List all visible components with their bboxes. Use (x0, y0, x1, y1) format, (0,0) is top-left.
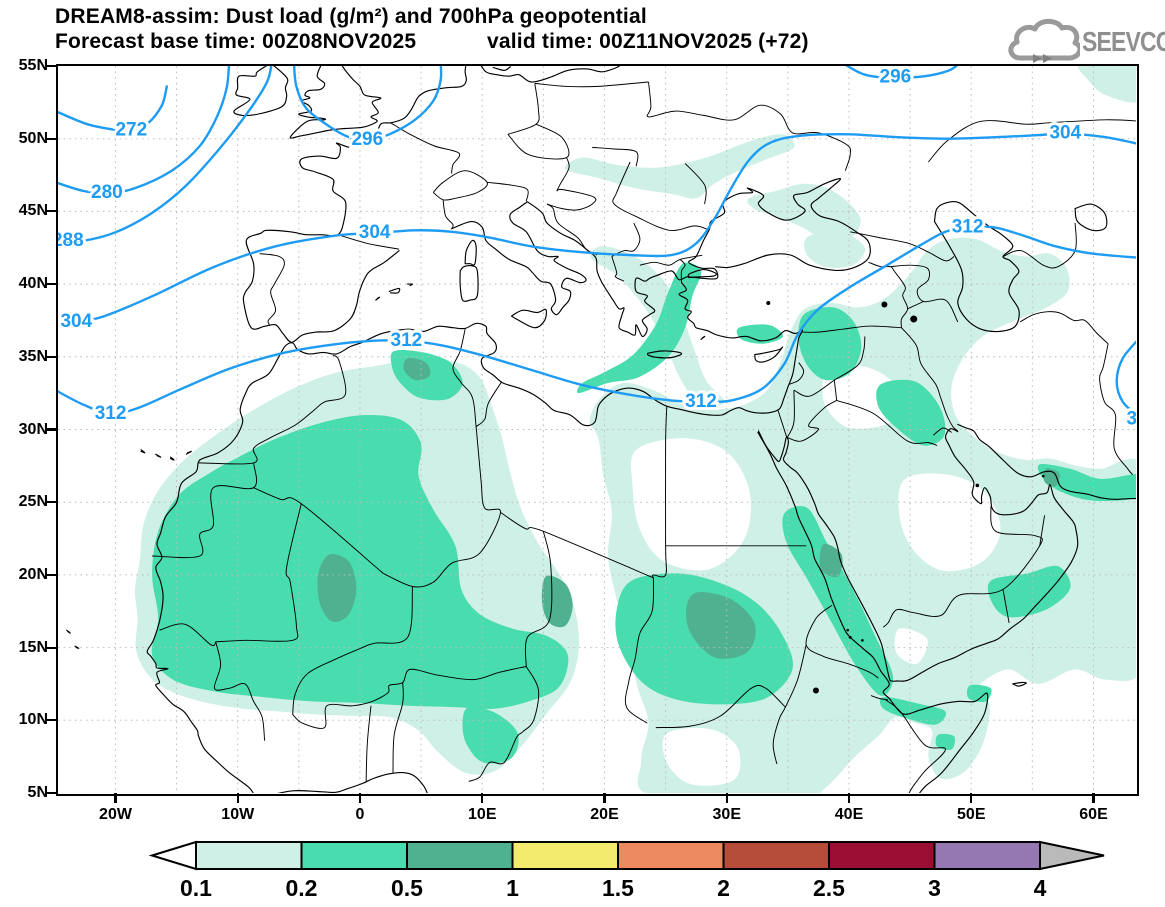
colorbar-tick-label-3: 3 (928, 875, 941, 901)
contour-label-312: 312 (685, 390, 717, 411)
lat-tick-label-55N: 55N (18, 57, 48, 74)
colorbar-cell-1.5 (617, 841, 725, 870)
contour-label-304: 304 (358, 222, 390, 243)
colorbar-tick-label-0.2: 0.2 (286, 875, 318, 901)
lon-tick-mark (725, 793, 728, 803)
lat-tick-mark (46, 428, 56, 431)
lon-tick-label-0: 0 (355, 806, 365, 823)
lat-tick-label-40N: 40N (18, 275, 48, 293)
colorbar-tick-label-0.1: 0.1 (180, 875, 212, 901)
lat-tick-mark (46, 137, 56, 140)
contour-label-312: 312 (1126, 408, 1135, 429)
forecast-base-time: Forecast base time: 00Z08NOV2025 (55, 30, 417, 53)
colorbar-cell-1 (511, 841, 619, 870)
lat-tick-label-25N: 25N (18, 493, 48, 511)
seevccc-logo: SEEVCCC (1006, 18, 1165, 66)
lat-tick-label-45N: 45N (18, 202, 48, 220)
lon-tick-mark (358, 793, 362, 803)
coastlines-layer (65, 65, 1136, 793)
lat-tick-mark (46, 791, 56, 795)
lat-tick-mark (46, 64, 56, 68)
contour-label-304: 304 (1049, 122, 1081, 143)
colorbar-tick-label-2: 2 (717, 875, 730, 901)
colorbar-tick-label-1.5: 1.5 (602, 875, 634, 901)
colorbar-cell-2.5 (828, 841, 936, 870)
contour-label-280: 280 (91, 182, 123, 203)
contour-label-296: 296 (351, 129, 383, 150)
dust-load-colorbar: 0.1 0.2 0.5 1 1.5 2 2.5 3 4 (148, 840, 1105, 901)
colorbar-tick-label-1: 1 (506, 875, 519, 901)
colorbar-tick-label-2.5: 2.5 (813, 875, 845, 901)
lon-tick-label-20E: 20E (590, 806, 619, 823)
contour-label-304: 304 (60, 310, 92, 331)
colorbar-under-arrow (148, 840, 197, 871)
colorbar-cell-2 (722, 841, 830, 870)
lon-tick-label-10E: 10E (468, 806, 497, 823)
lon-tick-mark (481, 793, 484, 803)
colorbar-tick-label-4: 4 (1034, 875, 1047, 901)
lat-tick-label-10N: 10N (18, 711, 48, 729)
lat-tick-mark (46, 501, 56, 504)
colorbar-over-arrow (1039, 840, 1105, 871)
map-panel: 272 280 288 296 296 304 304 304 312 312 312 312 312 (55, 63, 1139, 796)
cloud-icon (1008, 18, 1083, 63)
contour-label-312: 312 (390, 329, 422, 350)
lat-tick-label-15N: 15N (18, 638, 48, 656)
contour-label-288: 288 (58, 230, 84, 251)
lat-tick-mark (46, 646, 56, 649)
contour-label-296: 296 (879, 66, 911, 87)
dust-hole-layer (630, 361, 1099, 786)
lon-tick-mark (114, 793, 117, 803)
lon-tick-label-30E: 30E (712, 806, 741, 823)
contour-label-272: 272 (115, 119, 147, 140)
colorbar-cell-0.1 (195, 841, 303, 870)
valid-time: valid time: 00Z11NOV2025 (+72) (487, 30, 809, 53)
map-canvas: 272 280 288 296 296 304 304 304 312 312 312 312 312 (57, 65, 1136, 793)
colorbar-cell-0.5 (406, 841, 514, 870)
lon-tick-label-60E: 60E (1079, 806, 1108, 823)
grid-layer (57, 65, 1136, 793)
lat-tick-mark (46, 573, 56, 576)
lat-tick-label-30N: 30N (18, 420, 48, 438)
chart-subtitle: Forecast base time: 00Z08NOV2025 valid ti… (55, 30, 809, 54)
contour-label-312: 312 (94, 403, 126, 424)
lat-tick-mark (46, 355, 56, 358)
lat-tick-label-20N: 20N (18, 565, 48, 583)
lon-tick-mark (1092, 793, 1095, 803)
lon-tick-label-10W: 10W (221, 806, 255, 823)
colorbar-cells (148, 840, 1105, 871)
colorbar-tick-label-0.5: 0.5 (391, 875, 423, 901)
lon-tick-mark (970, 793, 973, 803)
lon-tick-label-40E: 40E (834, 806, 864, 823)
lon-tick-mark (847, 793, 851, 803)
lat-tick-mark (46, 283, 56, 286)
lon-tick-label-50E: 50E (957, 806, 986, 823)
lat-tick-label-5N: 5N (27, 784, 48, 801)
contour-labels-layer: 272 280 288 296 296 304 304 304 312 312 312 312 312 (58, 66, 1136, 432)
lon-tick-mark (603, 793, 606, 803)
geopotential-contours-layer (57, 65, 1136, 415)
lon-tick-label-20W: 20W (99, 806, 132, 823)
lon-tick-mark (236, 793, 239, 803)
colorbar-cell-0.2 (300, 841, 408, 870)
chart-title: DREAM8-assim: Dust load (g/m²) and 700hP… (55, 5, 647, 28)
lat-tick-label-50N: 50N (18, 129, 48, 147)
logo-text: SEEVCCC (1082, 26, 1165, 57)
colorbar-cell-3 (933, 841, 1041, 870)
lat-tick-mark (46, 210, 56, 213)
dust-dark-layer (316, 357, 1060, 659)
dust-medium-layer (151, 262, 1136, 764)
lat-tick-mark (46, 719, 56, 722)
lat-tick-label-35N: 35N (18, 347, 48, 365)
contour-label-312: 312 (951, 216, 983, 237)
